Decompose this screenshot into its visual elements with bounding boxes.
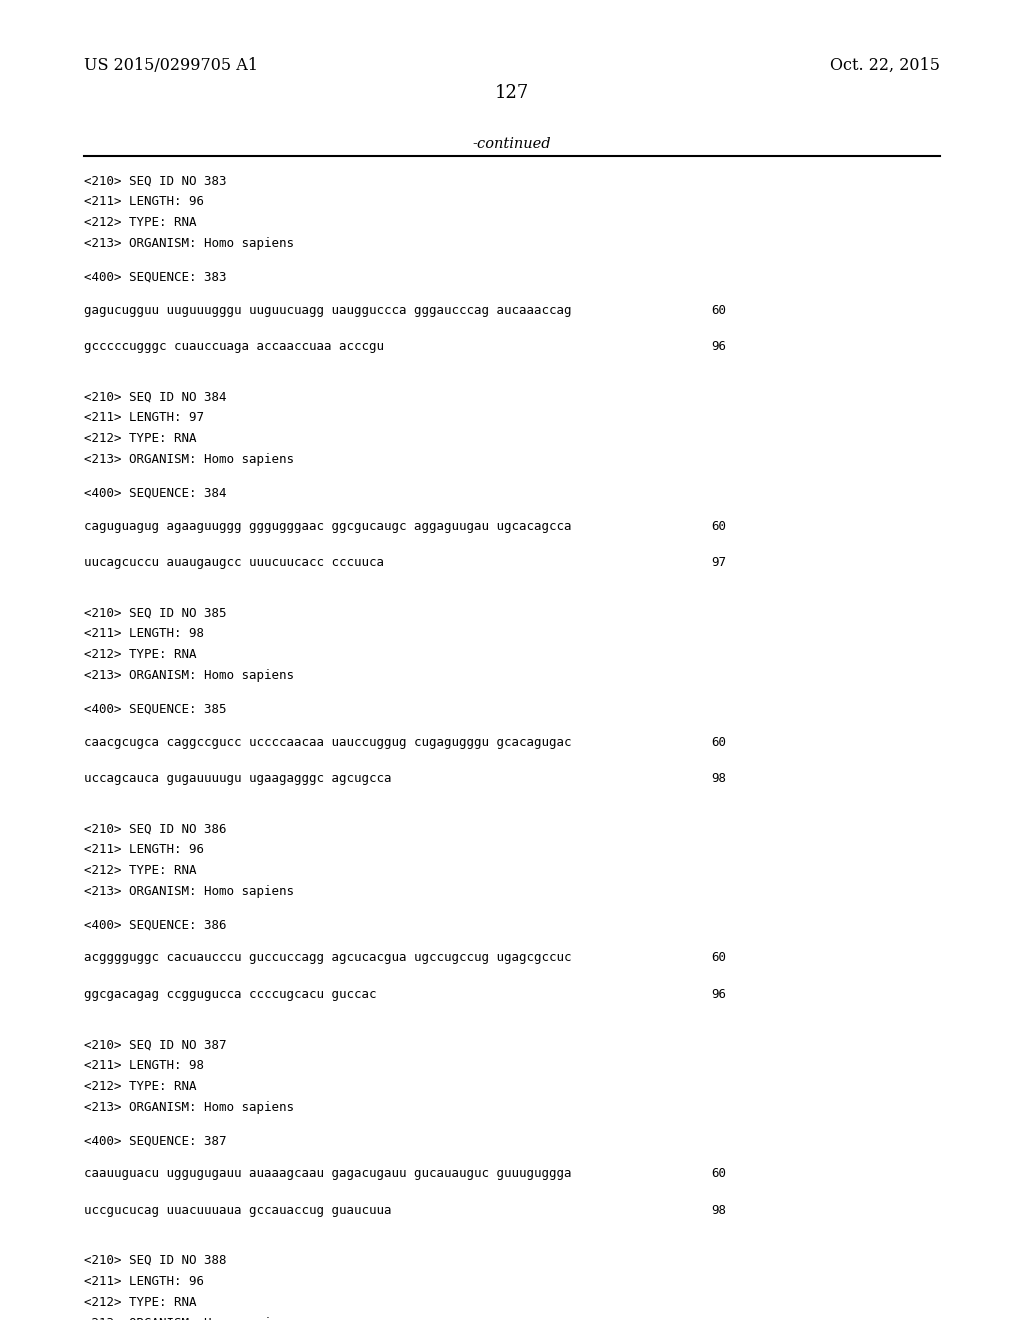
Text: gagucugguu uuguuugggu uuguucuagg uaugguccca gggaucccag aucaaaccag: gagucugguu uuguuugggu uuguucuagg uaugguc…: [84, 304, 571, 317]
Text: uccagcauca gugauuuugu ugaagagggc agcugcca: uccagcauca gugauuuugu ugaagagggc agcugcc…: [84, 772, 391, 785]
Text: <212> TYPE: RNA: <212> TYPE: RNA: [84, 1296, 197, 1308]
Text: 98: 98: [712, 1204, 727, 1217]
Text: <400> SEQUENCE: 387: <400> SEQUENCE: 387: [84, 1135, 226, 1147]
Text: <212> TYPE: RNA: <212> TYPE: RNA: [84, 432, 197, 445]
Text: 97: 97: [712, 556, 727, 569]
Text: caacgcugca caggccgucc uccccaacaa uauccuggug cugagugggu gcacagugac: caacgcugca caggccgucc uccccaacaa uauccug…: [84, 735, 571, 748]
Text: <213> ORGANISM: Homo sapiens: <213> ORGANISM: Homo sapiens: [84, 453, 294, 466]
Text: <210> SEQ ID NO 383: <210> SEQ ID NO 383: [84, 174, 226, 187]
Text: US 2015/0299705 A1: US 2015/0299705 A1: [84, 57, 258, 74]
Text: <212> TYPE: RNA: <212> TYPE: RNA: [84, 1080, 197, 1093]
Text: <400> SEQUENCE: 386: <400> SEQUENCE: 386: [84, 919, 226, 932]
Text: <211> LENGTH: 98: <211> LENGTH: 98: [84, 627, 204, 640]
Text: <400> SEQUENCE: 383: <400> SEQUENCE: 383: [84, 271, 226, 284]
Text: <400> SEQUENCE: 384: <400> SEQUENCE: 384: [84, 487, 226, 500]
Text: acgggguggc cacuaucccu guccuccagg agcucacgua ugccugccug ugagcgccuc: acgggguggc cacuaucccu guccuccagg agcucac…: [84, 952, 571, 965]
Text: <210> SEQ ID NO 388: <210> SEQ ID NO 388: [84, 1254, 226, 1267]
Text: -continued: -continued: [473, 137, 551, 152]
Text: <211> LENGTH: 98: <211> LENGTH: 98: [84, 1059, 204, 1072]
Text: <212> TYPE: RNA: <212> TYPE: RNA: [84, 863, 197, 876]
Text: <211> LENGTH: 96: <211> LENGTH: 96: [84, 195, 204, 209]
Text: 96: 96: [712, 341, 727, 354]
Text: <211> LENGTH: 96: <211> LENGTH: 96: [84, 843, 204, 855]
Text: <210> SEQ ID NO 384: <210> SEQ ID NO 384: [84, 391, 226, 403]
Text: 60: 60: [712, 735, 727, 748]
Text: <213> ORGANISM: Homo sapiens: <213> ORGANISM: Homo sapiens: [84, 884, 294, 898]
Text: <213> ORGANISM: Homo sapiens: <213> ORGANISM: Homo sapiens: [84, 236, 294, 249]
Text: 60: 60: [712, 952, 727, 965]
Text: caguguagug agaaguuggg gggugggaac ggcgucaugc aggaguugau ugcacagcca: caguguagug agaaguuggg gggugggaac ggcguca…: [84, 520, 571, 532]
Text: <211> LENGTH: 96: <211> LENGTH: 96: [84, 1275, 204, 1288]
Text: <210> SEQ ID NO 387: <210> SEQ ID NO 387: [84, 1038, 226, 1051]
Text: <212> TYPE: RNA: <212> TYPE: RNA: [84, 216, 197, 228]
Text: <213> ORGANISM: Homo sapiens: <213> ORGANISM: Homo sapiens: [84, 669, 294, 681]
Text: ggcgacagag ccggugucca ccccugcacu guccac: ggcgacagag ccggugucca ccccugcacu guccac: [84, 989, 377, 1001]
Text: <213> ORGANISM: Homo sapiens: <213> ORGANISM: Homo sapiens: [84, 1316, 294, 1320]
Text: 60: 60: [712, 304, 727, 317]
Text: 60: 60: [712, 520, 727, 532]
Text: Oct. 22, 2015: Oct. 22, 2015: [830, 57, 940, 74]
Text: <213> ORGANISM: Homo sapiens: <213> ORGANISM: Homo sapiens: [84, 1101, 294, 1114]
Text: caauuguacu uggugugauu auaaagcaau gagacugauu gucauauguc guuuguggga: caauuguacu uggugugauu auaaagcaau gagacug…: [84, 1167, 571, 1180]
Text: <212> TYPE: RNA: <212> TYPE: RNA: [84, 648, 197, 661]
Text: uucagcuccu auaugaugcc uuucuucacc cccuuca: uucagcuccu auaugaugcc uuucuucacc cccuuca: [84, 556, 384, 569]
Text: 98: 98: [712, 772, 727, 785]
Text: <211> LENGTH: 97: <211> LENGTH: 97: [84, 411, 204, 424]
Text: <210> SEQ ID NO 386: <210> SEQ ID NO 386: [84, 822, 226, 836]
Text: 96: 96: [712, 989, 727, 1001]
Text: 127: 127: [495, 84, 529, 103]
Text: gcccccugggc cuauccuaga accaaccuaa acccgu: gcccccugggc cuauccuaga accaaccuaa acccgu: [84, 341, 384, 354]
Text: uccgucucag uuacuuuaua gccauaccug guaucuua: uccgucucag uuacuuuaua gccauaccug guaucuu…: [84, 1204, 391, 1217]
Text: <400> SEQUENCE: 385: <400> SEQUENCE: 385: [84, 702, 226, 715]
Text: 60: 60: [712, 1167, 727, 1180]
Text: <210> SEQ ID NO 385: <210> SEQ ID NO 385: [84, 606, 226, 619]
